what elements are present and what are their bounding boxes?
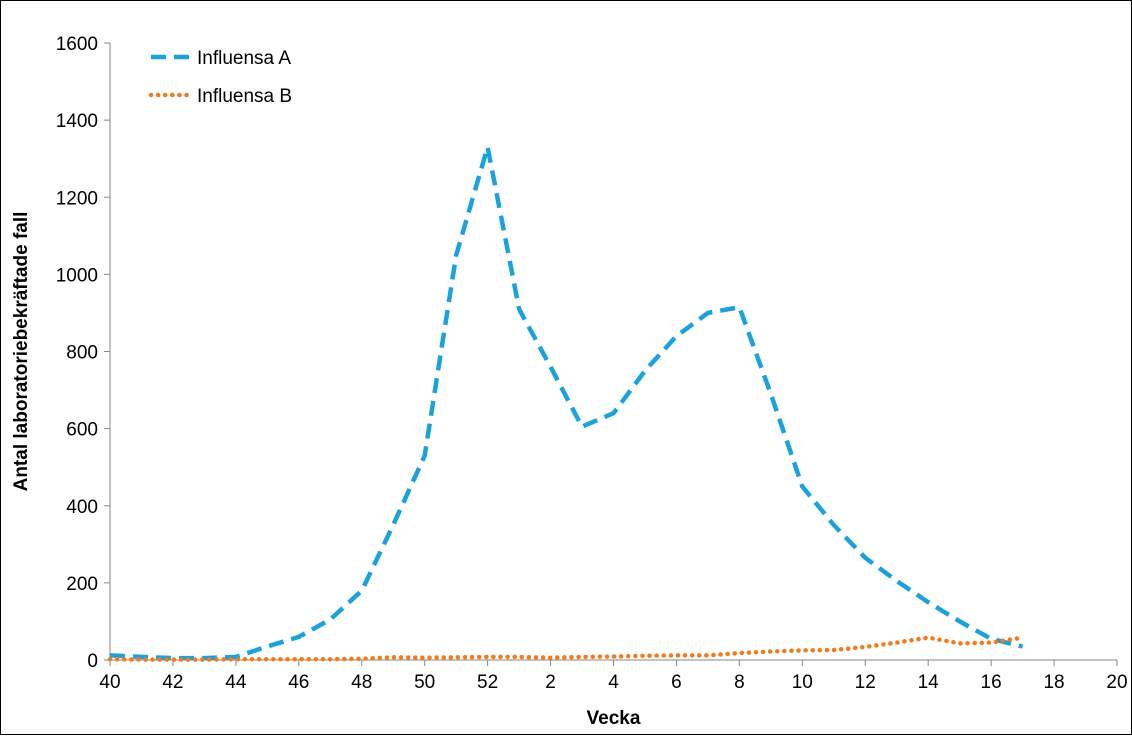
data-point [927,601,929,603]
y-tick-label: 800 [66,343,98,364]
y-axis-title: Antal laboratoriebekräftade fall [11,212,32,492]
x-tick-label: 18 [1043,672,1064,693]
x-tick-label: 44 [225,672,247,693]
data-point [455,254,457,256]
x-tick-label: 2 [545,672,556,693]
data-point [455,656,457,658]
x-tick-label: 14 [918,672,940,693]
x-axis-title: Vecka [587,708,641,729]
data-point [833,524,835,526]
data-point [423,656,425,658]
x-tick-label: 6 [671,672,682,693]
data-point [612,412,614,414]
data-point [486,146,488,148]
data-point [644,370,646,372]
x-tick-label: 46 [288,672,309,693]
legend: Influensa A Influensa B [148,48,292,107]
data-point [927,636,929,638]
x-tick-label: 40 [99,672,120,693]
x-tick-label: 52 [477,672,498,693]
data-point [990,638,992,640]
data-point [581,656,583,658]
data-point [990,641,992,643]
data-point [864,646,866,648]
data-point [392,656,394,658]
x-tick-label: 20 [1106,672,1127,693]
y-tick-label: 0 [87,651,98,672]
data-point [1021,645,1023,647]
data-point [203,658,205,660]
data-point [675,335,677,337]
data-point [140,656,142,658]
data-point [833,649,835,651]
y-tick-label: 600 [66,420,98,441]
data-point [361,589,363,591]
data-point [896,580,898,582]
data-point [801,649,803,651]
x-tick-label: 12 [855,672,876,693]
data-point [518,656,520,658]
data-point [738,306,740,308]
data-point [738,652,740,654]
y-tick-label: 1600 [56,34,98,55]
series-line-influensa-b [107,635,1025,662]
series-line-influensa-a [109,144,1024,661]
data-point [298,658,300,660]
data-point [549,656,551,658]
data-point [235,658,237,660]
x-axis-ticks: 40 42 44 46 48 50 52 2 4 6 8 10 12 14 16 18 20 [99,660,1128,693]
data-point [329,618,331,620]
data-point [958,642,960,644]
data-point [1021,636,1023,638]
data-point [172,658,174,660]
data-point [770,393,772,395]
data-point [109,658,111,660]
data-point [392,524,394,526]
legend-label-influensa-a: Influensa A [197,48,291,69]
data-point [266,658,268,660]
x-tick-label: 50 [414,672,435,693]
y-tick-label: 1000 [56,265,98,286]
data-point [707,654,709,656]
data-point [266,645,268,647]
y-tick-label: 1200 [56,188,98,209]
data-point [298,636,300,638]
data-point [581,425,583,427]
data-point [329,658,331,660]
data-point [864,557,866,559]
x-tick-label: 8 [734,672,745,693]
x-tick-label: 10 [792,672,813,693]
x-tick-label: 4 [608,672,619,693]
data-point [423,454,425,456]
data-point [675,654,677,656]
y-tick-label: 200 [66,574,98,595]
data-point [958,620,960,622]
x-tick-label: 48 [351,672,372,693]
x-tick-label: 16 [981,672,1002,693]
data-point [549,366,551,368]
y-axis-ticks: 0 200 400 600 800 1000 1200 1400 1600 [56,34,110,672]
data-point [518,308,520,310]
data-point [109,654,111,656]
data-point [801,485,803,487]
data-point [707,312,709,314]
data-point [612,655,614,657]
x-tick-label: 42 [162,672,183,693]
y-tick-label: 400 [66,497,98,518]
data-point [486,656,488,658]
series-layer [107,144,1025,662]
y-tick-label: 1400 [56,111,98,132]
legend-label-influensa-b: Influensa B [197,86,292,107]
data-point [644,655,646,657]
data-point [896,641,898,643]
data-point [140,658,142,660]
data-point [361,658,363,660]
data-point [770,650,772,652]
